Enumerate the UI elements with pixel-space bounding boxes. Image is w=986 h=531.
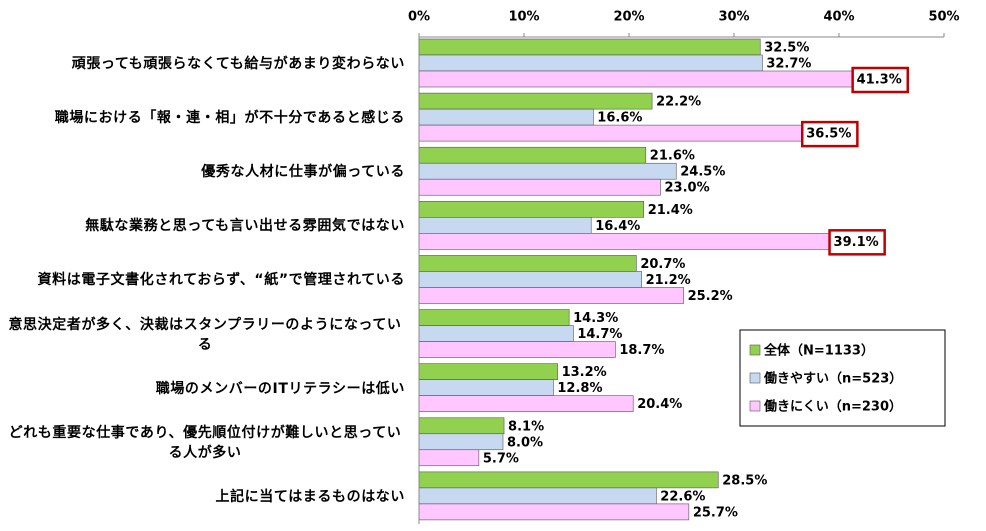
bar xyxy=(418,108,594,126)
value-label: 20.4% xyxy=(637,397,682,412)
category-label-row: 職場における「報・連・相」が不十分であると感じる xyxy=(5,91,405,145)
category-label-box: 職場のメンバーのITリテラシーは低い xyxy=(5,362,405,416)
x-tick-label: 50% xyxy=(928,10,959,25)
highlight-box xyxy=(828,229,886,256)
value-label: 21.6% xyxy=(650,149,695,164)
category-label-box: 上記に当てはまるものはない xyxy=(5,470,405,524)
value-label: 39.1% xyxy=(834,235,879,250)
value-label: 8.1% xyxy=(508,419,544,434)
category-label-box: 優秀な人材に仕事が偏っている xyxy=(5,145,405,199)
value-label: 28.5% xyxy=(722,473,767,488)
category-label: 資料は電子文書化されておらず、“紙”で管理されている xyxy=(37,272,405,289)
bar xyxy=(418,417,505,435)
legend-swatch xyxy=(749,372,761,384)
bar xyxy=(418,395,634,412)
bar xyxy=(418,363,558,380)
bar xyxy=(418,271,642,288)
category-label: どれも重要な仕事であり、優先順位付けが難しいと思っている人が多い xyxy=(8,424,402,461)
x-tick-label: 10% xyxy=(508,10,539,25)
value-label: 25.7% xyxy=(693,505,738,520)
value-label: 8.0% xyxy=(507,435,543,450)
value-label: 24.5% xyxy=(680,165,725,180)
category-label: 意思決定者が多く、決裁はスタンプラリーのようになっている xyxy=(8,316,402,353)
bar xyxy=(418,487,657,505)
bar xyxy=(418,162,677,180)
value-label: 25.2% xyxy=(688,289,733,304)
bar xyxy=(418,433,504,451)
value-label: 21.4% xyxy=(648,203,693,218)
category-label-row: 職場のメンバーのITリテラシーは低い xyxy=(5,362,405,416)
bar xyxy=(418,217,592,234)
category-label: 職場における「報・連・相」が不十分であると感じる xyxy=(54,110,405,127)
bar xyxy=(418,178,661,196)
bar xyxy=(418,379,554,396)
value-label: 21.2% xyxy=(646,273,691,288)
category-label: 頑張っても頑張らなくても給与があまり変わらない xyxy=(71,56,405,72)
category-label: 上記に当てはまるものはない xyxy=(215,488,405,505)
bar xyxy=(418,70,853,88)
bar xyxy=(418,54,763,72)
category-label: 無駄な業務と思っても言い出せる雰囲気ではない xyxy=(85,218,405,235)
value-label: 32.7% xyxy=(766,57,811,72)
value-label: 18.7% xyxy=(619,343,664,358)
category-label: 優秀な人材に仕事が偏っている xyxy=(201,164,405,181)
category-label-box: 意思決定者が多く、決裁はスタンプラリーのようになっている xyxy=(5,308,405,362)
x-tick-label: 40% xyxy=(823,10,854,25)
bar xyxy=(418,38,761,56)
value-label: 16.4% xyxy=(595,219,640,234)
category-label-row: 資料は電子文書化されておらず、“紙”で管理されている xyxy=(5,253,405,307)
legend-swatch xyxy=(749,400,761,412)
bar xyxy=(418,146,647,164)
legend-label: 働きやすい（n=523） xyxy=(763,371,902,387)
bar xyxy=(418,471,719,489)
legend-label: 働きにくい（n=230） xyxy=(763,399,902,415)
category-label: 職場のメンバーのITリテラシーは低い xyxy=(155,380,405,397)
highlight-box xyxy=(851,66,910,94)
value-label: 14.3% xyxy=(573,311,618,326)
bar xyxy=(418,92,653,110)
bar xyxy=(418,287,684,304)
bar xyxy=(418,255,637,272)
bar xyxy=(418,341,616,358)
category-label-row: 無駄な業務と思っても言い出せる雰囲気ではない xyxy=(5,199,405,253)
category-label-row: 優秀な人材に仕事が偏っている xyxy=(5,145,405,199)
value-label: 16.6% xyxy=(597,111,642,126)
category-label-row: 頑張っても頑張らなくても給与があまり変わらない xyxy=(5,37,405,91)
category-label-box: 資料は電子文書化されておらず、“紙”で管理されている xyxy=(5,253,405,307)
category-label-box: 職場における「報・連・相」が不十分であると感じる xyxy=(5,91,405,145)
bar xyxy=(418,503,690,521)
bar xyxy=(418,124,803,142)
value-label: 13.2% xyxy=(562,365,607,380)
legend-label: 全体（N=1133） xyxy=(763,343,874,359)
category-label-box: 無駄な業務と思っても言い出せる雰囲気ではない xyxy=(5,199,405,253)
value-label: 41.3% xyxy=(857,73,902,88)
bar xyxy=(418,201,644,218)
value-label: 14.7% xyxy=(577,327,622,342)
value-label: 36.5% xyxy=(806,127,851,142)
value-label: 22.2% xyxy=(656,95,701,110)
bar xyxy=(418,325,574,342)
x-tick-label: 30% xyxy=(718,10,749,25)
category-label-box: どれも重要な仕事であり、優先順位付けが難しいと思っている人が多い xyxy=(5,416,405,470)
bar xyxy=(418,449,480,467)
value-label: 22.6% xyxy=(660,489,705,504)
legend-box xyxy=(739,329,946,427)
category-label-box: 頑張っても頑張らなくても給与があまり変わらない xyxy=(5,37,405,91)
x-tick-label: 0% xyxy=(408,10,430,25)
highlight-box xyxy=(801,120,859,148)
x-tick-label: 20% xyxy=(613,10,644,25)
value-label: 32.5% xyxy=(764,41,809,56)
bar xyxy=(418,233,830,250)
bar xyxy=(418,309,570,326)
value-label: 12.8% xyxy=(557,381,602,396)
category-label-row: 意思決定者が多く、決裁はスタンプラリーのようになっている xyxy=(5,308,405,362)
value-label: 20.7% xyxy=(640,257,685,272)
value-label: 23.0% xyxy=(665,181,710,196)
category-label-row: どれも重要な仕事であり、優先順位付けが難しいと思っている人が多い xyxy=(5,416,405,470)
value-label: 5.7% xyxy=(483,451,519,466)
legend-swatch xyxy=(749,344,761,356)
category-label-row: 上記に当てはまるものはない xyxy=(5,470,405,524)
